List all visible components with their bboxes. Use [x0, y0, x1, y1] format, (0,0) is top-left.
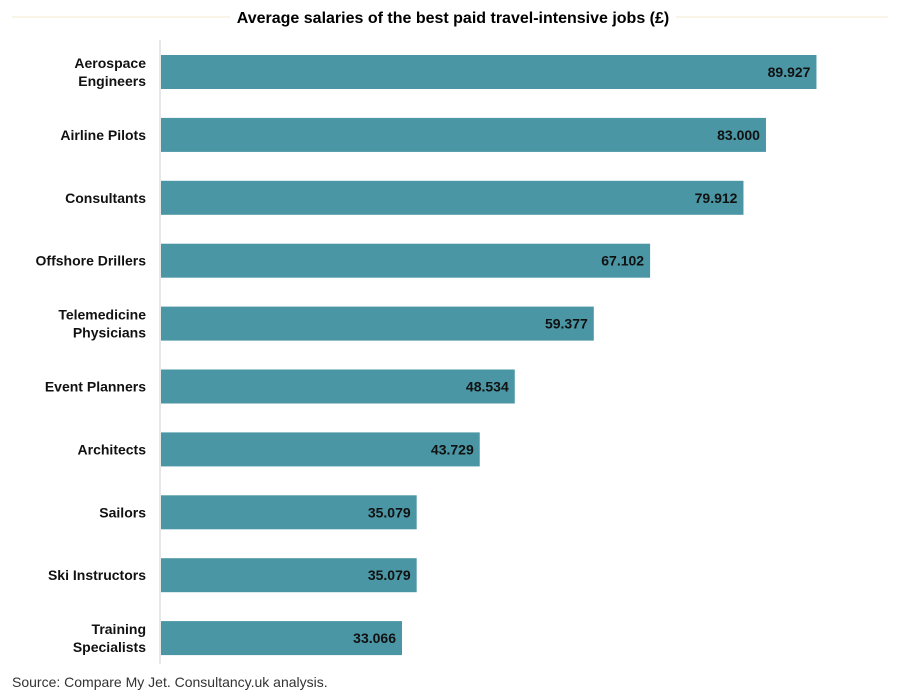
bar-1: [161, 117, 766, 152]
category-label-9: Training Specialists: [73, 621, 146, 655]
category-label-line: Specialists: [73, 639, 146, 655]
value-label-0: 89.927: [768, 64, 811, 80]
category-label-line: Architects: [78, 441, 147, 457]
bar-7: [161, 495, 417, 530]
category-label-line: Event Planners: [45, 379, 146, 395]
category-label-1: Airline Pilots: [60, 127, 146, 143]
category-label-4: Telemedicine Physicians: [58, 307, 146, 341]
value-label-6: 43.729: [431, 441, 474, 457]
bar-4: [161, 306, 594, 341]
value-label-1: 83.000: [717, 127, 760, 143]
value-label-7: 35.079: [368, 504, 411, 520]
bar-3: [161, 243, 651, 278]
bar-6: [161, 432, 480, 467]
category-label-2: Consultants: [65, 190, 146, 206]
category-label-line: Consultants: [65, 190, 146, 206]
category-label-line: Engineers: [78, 73, 146, 89]
category-label-line: Telemedicine: [58, 307, 146, 323]
category-label-line: Physicians: [73, 325, 146, 341]
bar-5: [161, 369, 515, 404]
category-label-line: Sailors: [99, 504, 146, 520]
value-label-3: 67.102: [601, 253, 644, 269]
bar-0: [161, 55, 817, 89]
value-label-8: 35.079: [368, 567, 411, 583]
category-label-5: Event Planners: [45, 379, 146, 395]
category-label-line: Airline Pilots: [60, 127, 146, 143]
category-label-7: Sailors: [99, 504, 146, 520]
category-label-line: Ski Instructors: [48, 567, 146, 583]
value-label-5: 48.534: [466, 379, 509, 395]
category-label-6: Architects: [78, 441, 147, 457]
category-label-line: Training: [92, 621, 146, 637]
bar-8: [161, 558, 417, 593]
bar-2: [161, 180, 744, 215]
category-label-3: Offshore Drillers: [36, 253, 147, 269]
category-label-line: Aerospace: [74, 55, 146, 71]
value-label-2: 79.912: [695, 190, 738, 206]
category-label-8: Ski Instructors: [48, 567, 146, 583]
value-label-4: 59.377: [545, 316, 588, 332]
category-label-line: Offshore Drillers: [36, 253, 147, 269]
chart-title: Average salaries of the best paid travel…: [237, 10, 669, 27]
category-label-0: Aerospace Engineers: [74, 55, 146, 89]
source-note: Source: Compare My Jet. Consultancy.uk a…: [12, 674, 328, 690]
bar-9: [161, 621, 403, 656]
value-label-9: 33.066: [353, 630, 396, 646]
